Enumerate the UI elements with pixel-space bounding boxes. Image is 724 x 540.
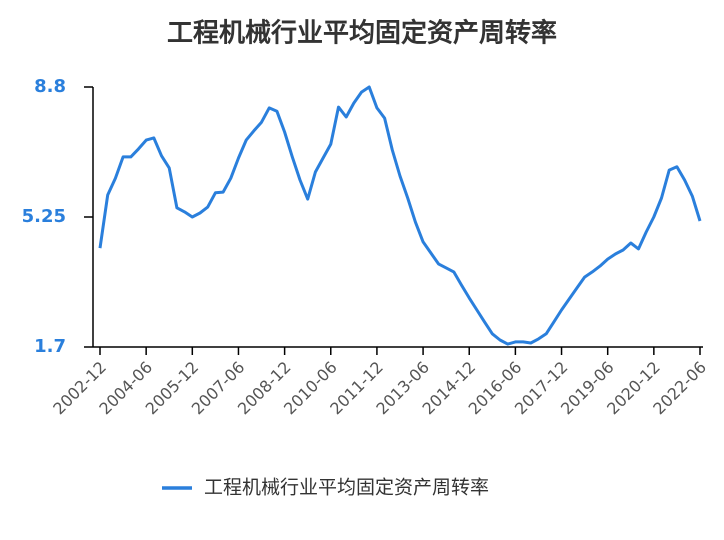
y-tick-label: 1.7 — [34, 336, 66, 357]
y-tick-label: 8.8 — [34, 76, 66, 97]
data-line — [98, 85, 702, 346]
chart-title: 工程机械行业平均固定资产周转率 — [167, 18, 557, 49]
y-tick-label: 5.25 — [22, 206, 66, 227]
legend-label: 工程机械行业平均固定资产周转率 — [204, 477, 489, 499]
